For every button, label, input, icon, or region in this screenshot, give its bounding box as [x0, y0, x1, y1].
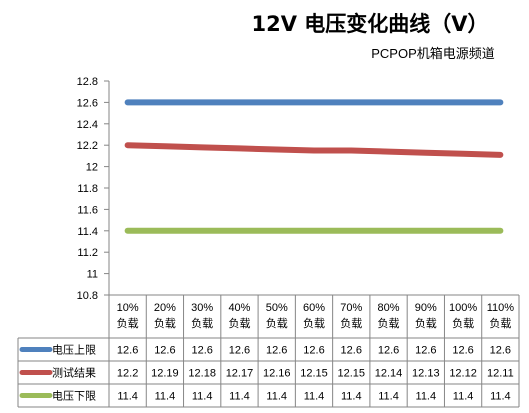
series-line [124, 142, 504, 158]
data-value-label: 11.4 [453, 391, 474, 403]
y-tick-label: 12.8 [77, 76, 98, 88]
data-value-label: 11.4 [490, 391, 511, 403]
chart-subtitle: PCPOP机箱电源频道 [371, 46, 495, 61]
data-value-label: 11.4 [341, 391, 362, 403]
data-value-label: 12.16 [263, 368, 291, 380]
data-value-label: 12.6 [452, 345, 473, 357]
x-category-label: 90%负载 [415, 302, 437, 330]
data-value-label: 12.6 [191, 345, 212, 357]
data-value-label: 12.17 [226, 368, 254, 380]
x-category-label: 30%负载 [191, 302, 213, 330]
data-value-label: 12.6 [117, 345, 138, 357]
x-category-label: 110%负载 [487, 302, 515, 330]
data-value-label: 11.4 [378, 391, 399, 403]
data-value-label: 12.6 [303, 345, 324, 357]
data-value-label: 11.4 [416, 391, 437, 403]
x-category-label: 40%负载 [228, 302, 250, 330]
legend-label: 电压上限 [52, 344, 96, 357]
data-value-label: 12.2 [117, 368, 138, 380]
x-category-label: 70%负载 [340, 302, 362, 330]
chart-title: 12V 电压变化曲线（V） [251, 12, 488, 36]
data-value-label: 12.12 [449, 368, 477, 380]
data-value-label: 12.18 [188, 368, 216, 380]
data-value-label: 12.6 [229, 345, 250, 357]
legend-label: 测试结果 [52, 367, 96, 380]
x-category-label: 50%负载 [266, 302, 288, 330]
data-value-label: 12.6 [266, 345, 287, 357]
y-tick-label: 10.8 [77, 290, 98, 302]
y-tick-label: 11.6 [77, 204, 98, 216]
y-tick-label: 11.4 [77, 226, 98, 238]
data-value-label: 12.14 [375, 368, 403, 380]
data-value-label: 11.4 [192, 391, 213, 403]
y-tick-label: 12 [86, 162, 98, 174]
y-tick-label: 12.2 [77, 140, 98, 152]
y-tick-label: 11 [87, 269, 98, 281]
data-value-label: 12.6 [154, 345, 175, 357]
x-category-label: 10%负载 [117, 302, 139, 330]
y-tick-label: 12.4 [77, 119, 98, 131]
y-tick-label: 12.6 [77, 97, 98, 109]
data-value-label: 11.4 [117, 391, 138, 403]
data-value-label: 12.6 [415, 345, 436, 357]
data-value-label: 12.19 [151, 368, 179, 380]
y-tick-label: 11.8 [77, 183, 98, 195]
data-value-label: 12.11 [487, 368, 514, 380]
data-value-label: 12.6 [490, 345, 511, 357]
data-value-label: 11.4 [266, 391, 287, 403]
data-value-label: 12.6 [341, 345, 362, 357]
data-value-label: 11.4 [229, 391, 250, 403]
x-category-label: 80%负载 [378, 302, 400, 330]
data-value-label: 11.4 [155, 391, 176, 403]
x-category-label: 100%负载 [449, 302, 477, 330]
legend-label: 电压下限 [52, 390, 96, 403]
data-value-label: 12.6 [378, 345, 399, 357]
data-value-label: 11.4 [304, 391, 325, 403]
y-tick-label: 11.2 [77, 247, 98, 259]
x-category-label: 60%负载 [303, 302, 325, 330]
data-value-label: 12.15 [338, 368, 366, 380]
data-value-label: 12.13 [412, 368, 440, 380]
data-value-label: 12.15 [300, 368, 328, 380]
x-category-label: 20%负载 [154, 302, 176, 330]
